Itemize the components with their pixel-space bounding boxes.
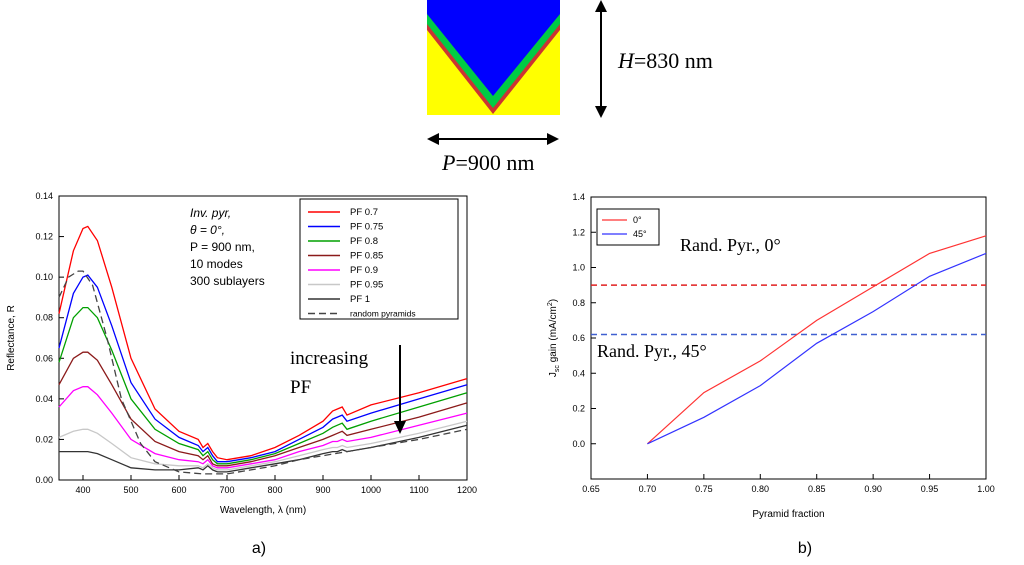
period-label: P=900 nm <box>441 150 534 175</box>
rand-pyr-0-label: Rand. Pyr., 0° <box>680 235 781 255</box>
x-tick-label: 1.00 <box>977 484 995 494</box>
y-tick-label: 0.02 <box>35 434 53 444</box>
x-tick-label: 1100 <box>409 485 428 495</box>
series-line-pf-0.75 <box>58 274 468 463</box>
y-tick-label: 0.8 <box>572 298 585 308</box>
legend-label: random pyramids <box>350 309 416 319</box>
x-tick-label: 1000 <box>361 485 381 495</box>
legend-label: PF 0.75 <box>350 222 383 233</box>
y-tick-label: 0.4 <box>572 368 585 378</box>
x-tick-label: 0.90 <box>864 484 882 494</box>
legend-label: PF 0.95 <box>350 280 383 291</box>
y-tick-label: 0.14 <box>35 191 53 201</box>
legend-label: PF 0.85 <box>350 251 383 262</box>
increasing-arrow-head <box>394 421 406 434</box>
series-line-pf-0.8 <box>58 306 468 465</box>
x-tick-label: 0.95 <box>921 484 939 494</box>
x-tick-label: 800 <box>267 485 282 495</box>
x-tick-label: 0.65 <box>582 484 600 494</box>
y-tick-label: 0.04 <box>35 394 53 404</box>
x-tick-label: 1200 <box>457 485 477 495</box>
x-axis-label: Pyramid fraction <box>752 509 824 520</box>
jsc-gain-chart: 0.0 0.2 0.4 0.6 0.8 1.0 1.2 1.4 0.65 0.70 0.75 0.80… <box>547 192 995 557</box>
y-tick-label: 0.08 <box>35 313 53 323</box>
plot-frame <box>58 195 468 481</box>
x-tick-label: 400 <box>75 485 90 495</box>
reflectance-chart: 0.00 0.02 0.04 0.06 0.08 0.10 0.12 0.14 400 500 60… <box>6 191 477 557</box>
legend-label: 45° <box>633 229 647 239</box>
y-tick-label: 0.6 <box>572 333 585 343</box>
y-tick-label: 0.10 <box>35 272 53 282</box>
height-label: H=830 nm <box>617 48 713 73</box>
y-tick-label: 0.0 <box>572 439 585 449</box>
pyramid-schematic <box>427 0 560 115</box>
rand-pyr-45-label: Rand. Pyr., 45° <box>597 341 707 361</box>
legend-label: PF 0.8 <box>350 236 378 247</box>
x-tick-label: 500 <box>123 485 138 495</box>
legend-label: PF 1 <box>350 294 370 305</box>
y-axis-label: Reflectance, R <box>6 305 17 371</box>
panel-label-a: a) <box>252 540 266 557</box>
increasing-pf-label: increasing PF <box>290 348 369 398</box>
series-line-pf-0.85 <box>58 351 468 467</box>
height-arrow <box>595 0 607 118</box>
y-tick-label: 0.12 <box>35 232 53 242</box>
series-line-0deg <box>646 235 987 445</box>
y-tick-label: 1.2 <box>572 227 585 237</box>
period-arrow <box>427 133 559 145</box>
x-axis-label: Wavelength, λ (nm) <box>220 505 306 516</box>
legend-label: PF 0.7 <box>350 207 378 218</box>
y-tick-label: 1.0 <box>572 263 585 273</box>
x-tick-label: 0.80 <box>752 484 770 494</box>
legend-label: 0° <box>633 215 642 225</box>
parameter-annotation: Inv. pyr, θ = 0°, P = 900 nm, 10 modes 300 s… <box>190 206 265 288</box>
x-tick-label: 0.70 <box>639 484 657 494</box>
x-tick-label: 0.85 <box>808 484 826 494</box>
series-line-pf-0.9 <box>58 386 468 469</box>
series-line-45deg <box>647 252 987 445</box>
series-line-pf-0.7 <box>58 225 468 461</box>
legend-label: PF 0.9 <box>350 265 378 276</box>
panel-label-b: b) <box>798 540 812 557</box>
x-tick-label: 600 <box>171 485 186 495</box>
x-tick-label: 700 <box>219 485 234 495</box>
x-tick-label: 0.75 <box>695 484 713 494</box>
y-axis-label: Jsc gain (mA/cm2) <box>547 299 561 377</box>
legend <box>596 208 660 246</box>
y-tick-label: 0.06 <box>35 353 53 363</box>
y-tick-label: 0.2 <box>572 404 585 414</box>
series-line-pf-1 <box>59 424 468 473</box>
x-tick-label: 900 <box>315 485 330 495</box>
y-tick-label: 0.00 <box>35 475 53 485</box>
inverted-pyramid-fill <box>427 0 560 96</box>
series-line-pf-0.95 <box>58 420 468 471</box>
y-tick-label: 1.4 <box>572 192 585 202</box>
